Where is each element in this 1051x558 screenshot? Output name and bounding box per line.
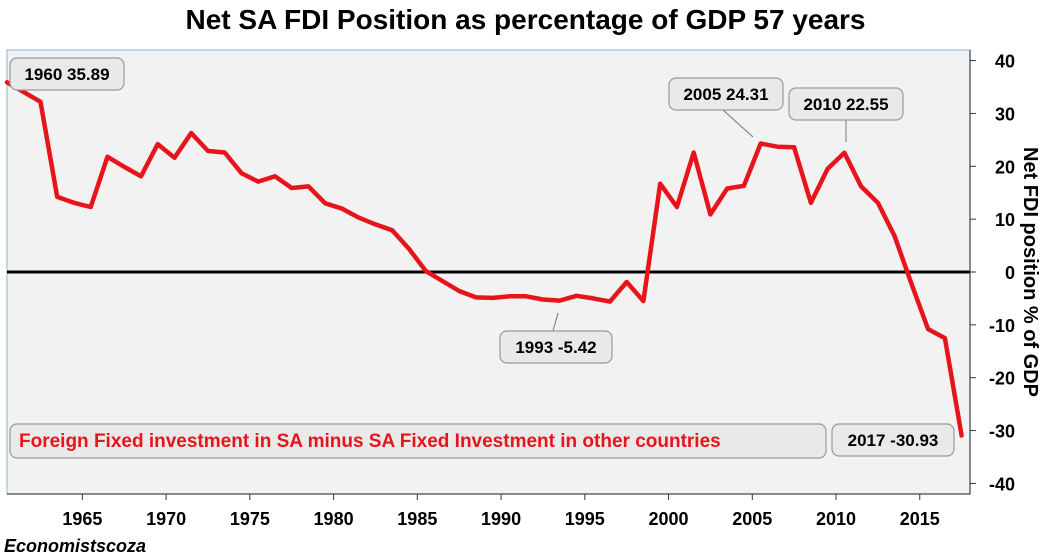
x-tick-label: 2000 [649, 509, 689, 529]
y-tick-label: -10 [989, 316, 1015, 336]
ann-2005-label: 2005 24.31 [683, 85, 768, 104]
annotation-leader [552, 312, 559, 332]
x-tick-label: 1980 [314, 509, 354, 529]
y-tick-label: 40 [995, 52, 1015, 72]
x-tick-label: 1970 [146, 509, 186, 529]
y-tick-label: -40 [989, 474, 1015, 494]
y-tick-label: -20 [989, 369, 1015, 389]
series-line [4, 80, 964, 438]
y-tick-label: 0 [1005, 263, 1015, 283]
x-tick-label: 1975 [230, 509, 270, 529]
annotation-box [499, 330, 613, 364]
y-axis-label: Net FDI position % of GDP [1019, 147, 1041, 397]
x-tick-label: 2010 [816, 509, 856, 529]
chart-title: Net SA FDI Position as percentage of GDP… [185, 4, 866, 35]
x-tick-label: 1985 [397, 509, 437, 529]
y-axis: 40 30 20 10 0 -10 -20 -30 -40 [969, 50, 1015, 494]
x-tick-label: 1965 [62, 509, 102, 529]
footnote-box [9, 423, 827, 459]
x-tick-label: 1995 [565, 509, 605, 529]
y-tick-label: -30 [989, 422, 1015, 442]
annotation-box [831, 423, 955, 457]
x-tick-label: 2015 [900, 509, 940, 529]
y-tick-label: 30 [995, 104, 1015, 124]
y-tick-label: 10 [995, 210, 1015, 230]
x-axis: 1965 1970 1975 1980 1985 1990 1995 2000 2005 2010… [7, 493, 970, 529]
credit-label: Economistscoza [4, 536, 147, 556]
annotation-box [668, 77, 784, 111]
ann-1993-label: 1993 -5.42 [515, 338, 596, 357]
ann-1960-label: 1960 35.89 [24, 65, 109, 84]
annotation-box [9, 57, 125, 91]
x-tick-label: 1990 [481, 509, 521, 529]
annotation-box [788, 87, 904, 121]
annotations: 1960 35.89 2005 24.31 2010 22.55 1993 -5.42… [9, 57, 955, 459]
footnote-label: Foreign Fixed investment in SA minus SA … [19, 431, 721, 452]
ann-2017-label: 2017 -30.93 [848, 431, 939, 450]
annotation-leader [722, 109, 754, 138]
x-tick-label: 2005 [732, 509, 772, 529]
ann-2010-label: 2010 22.55 [803, 95, 888, 114]
y-tick-label: 20 [995, 157, 1015, 177]
